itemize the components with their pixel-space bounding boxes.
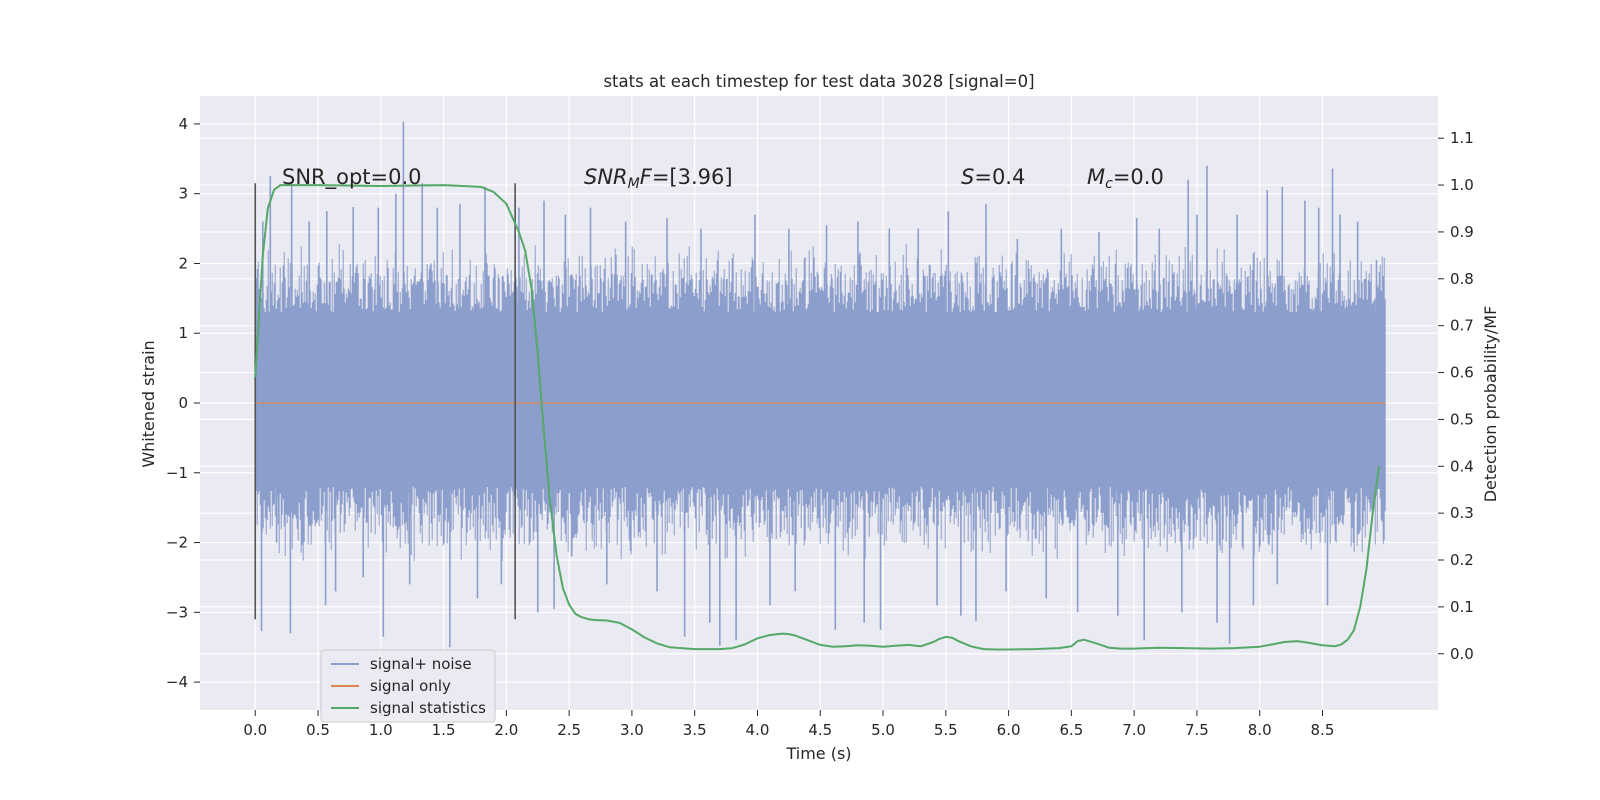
x-tick-label: 5.5 <box>934 721 958 739</box>
x-tick-label: 4.5 <box>808 721 832 739</box>
chart-title: stats at each timestep for test data 302… <box>603 72 1034 91</box>
x-tick-label: 2.5 <box>557 721 581 739</box>
y-right-tick-label: 0.5 <box>1450 410 1474 428</box>
y-tick-label: −2 <box>166 534 188 552</box>
y-tick-label: 3 <box>178 185 188 203</box>
legend: signal+ noise signal only signal statist… <box>320 649 496 723</box>
annotation-mc: Mc=0.0 <box>1087 165 1164 192</box>
x-tick-label: 1.5 <box>432 721 456 739</box>
vertical-markers <box>254 183 516 620</box>
annotation-mc-value: =0.0 <box>1113 165 1164 189</box>
y-tick-label: 0 <box>178 394 188 412</box>
y-right-tick-label: 0.9 <box>1450 223 1474 241</box>
y-tick-label: −4 <box>166 673 188 691</box>
annotation-mc-sub: c <box>1105 176 1113 192</box>
x-tick-label: 8.0 <box>1248 721 1272 739</box>
y-tick-label: −1 <box>166 464 188 482</box>
axis-ticks: 0.0 0.5 1.0 1.5 2.0 2.5 3.0 3.5 4.0 4.5 5.0 5.5 6.0 6… <box>166 115 1474 739</box>
series-signal-noise <box>254 121 1386 648</box>
x-tick-label: 0.5 <box>306 721 330 739</box>
annotation-snr-mf-prefix: SNR <box>584 165 628 189</box>
annotation-snr-mf-value: =[3.96] <box>652 165 733 189</box>
x-tick-label: 4.0 <box>746 721 770 739</box>
y-right-tick-label: 1.0 <box>1450 176 1474 194</box>
signal-statistics-line <box>254 184 1380 651</box>
legend-frame <box>320 649 496 723</box>
annotation-mc-var: M <box>1087 165 1105 189</box>
annotation-snr-mf: SNRMF=[3.96] <box>584 165 733 192</box>
x-tick-label: 8.5 <box>1311 721 1335 739</box>
y-right-tick-label: 0.8 <box>1450 270 1474 288</box>
y-axis-label: Whitened strain <box>139 340 158 467</box>
y-right-tick-label: 0.0 <box>1450 645 1474 663</box>
x-tick-label: 6.0 <box>997 721 1021 739</box>
y-tick-label: −3 <box>166 603 188 621</box>
x-tick-label: 6.5 <box>1059 721 1083 739</box>
legend-label-signal-noise: signal+ noise <box>370 655 472 673</box>
annotation-s-var: S <box>961 165 974 189</box>
y-right-tick-label: 0.2 <box>1450 551 1474 569</box>
y-right-tick-label: 1.1 <box>1450 129 1474 147</box>
annotation-snr-mf-sub: M <box>628 176 640 192</box>
y-right-tick-label: 0.1 <box>1450 598 1474 616</box>
x-tick-label: 7.5 <box>1185 721 1209 739</box>
x-tick-label: 0.0 <box>243 721 267 739</box>
y-right-tick-label: 0.3 <box>1450 504 1474 522</box>
x-tick-label: 3.5 <box>683 721 707 739</box>
y-tick-label: 1 <box>178 324 188 342</box>
annotation-s-value: =0.4 <box>974 165 1025 189</box>
annotation-s: S=0.4 <box>961 165 1025 189</box>
y-right-tick-label: 0.4 <box>1450 457 1474 475</box>
y-tick-label: 4 <box>178 115 188 133</box>
annotations: SNR_opt=0.0 SNRMF=[3.96] S=0.4 Mc=0.0 <box>282 165 1164 192</box>
legend-label-signal-statistics: signal statistics <box>370 699 486 717</box>
y-right-tick-label: 0.7 <box>1450 317 1474 335</box>
y-right-axis-label: Detection probability/MF <box>1481 306 1500 503</box>
y-tick-label: 2 <box>178 254 188 272</box>
x-tick-label: 5.0 <box>871 721 895 739</box>
x-axis-label: Time (s) <box>785 744 851 763</box>
annotation-snr-mf-f: F <box>640 165 653 189</box>
x-tick-label: 2.0 <box>494 721 518 739</box>
x-tick-label: 1.0 <box>369 721 393 739</box>
x-tick-label: 7.0 <box>1122 721 1146 739</box>
y-right-tick-label: 0.6 <box>1450 364 1474 382</box>
series-signal-statistics <box>254 184 1380 651</box>
annotation-snr-opt: SNR_opt=0.0 <box>282 165 422 190</box>
x-tick-label: 3.0 <box>620 721 644 739</box>
legend-label-signal-only: signal only <box>370 677 451 695</box>
